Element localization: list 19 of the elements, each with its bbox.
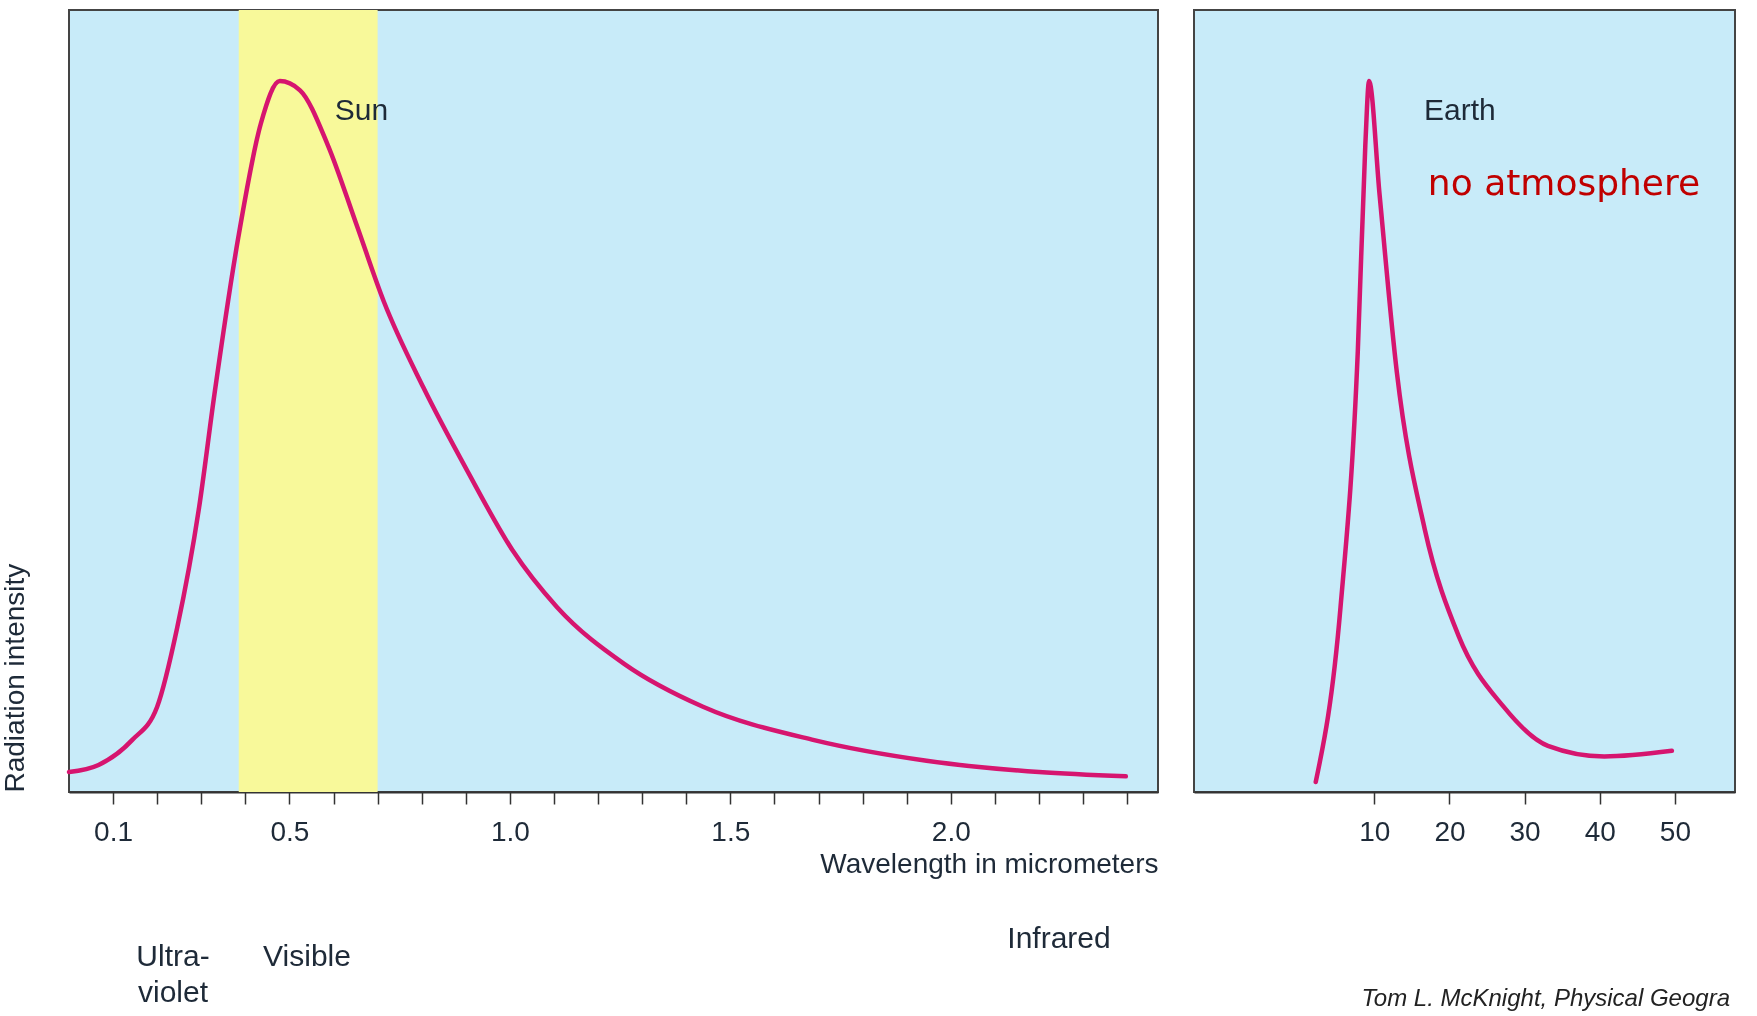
y-axis-title: Radiation intensity	[0, 563, 30, 793]
text: Infrared	[1007, 921, 1111, 954]
x-tick-label: 0.5	[270, 815, 310, 847]
x-tick-label: 10	[1359, 815, 1391, 847]
x-tick-label: 30	[1509, 815, 1541, 847]
series-label: Earth	[1424, 93, 1496, 127]
x-tick-label: 1.5	[711, 815, 751, 847]
text: Ultra- violet	[136, 939, 210, 1008]
x-axis-title: Wavelength in micrometers	[820, 847, 1159, 879]
x-tick-label: 1.0	[490, 815, 530, 847]
x-tick-label: 50	[1659, 815, 1691, 847]
x-tick-label: 2.0	[931, 815, 971, 847]
annotation: no atmosphere	[1427, 162, 1701, 203]
x-tick-label: 20	[1434, 815, 1466, 847]
x-tick-label: 40	[1584, 815, 1616, 847]
text: Visible	[263, 939, 351, 972]
x-tick-label: 0.1	[94, 815, 134, 847]
series-label: Sun	[334, 93, 389, 127]
text: Tom L. McKnight, Physical Geogra	[1361, 984, 1730, 1011]
